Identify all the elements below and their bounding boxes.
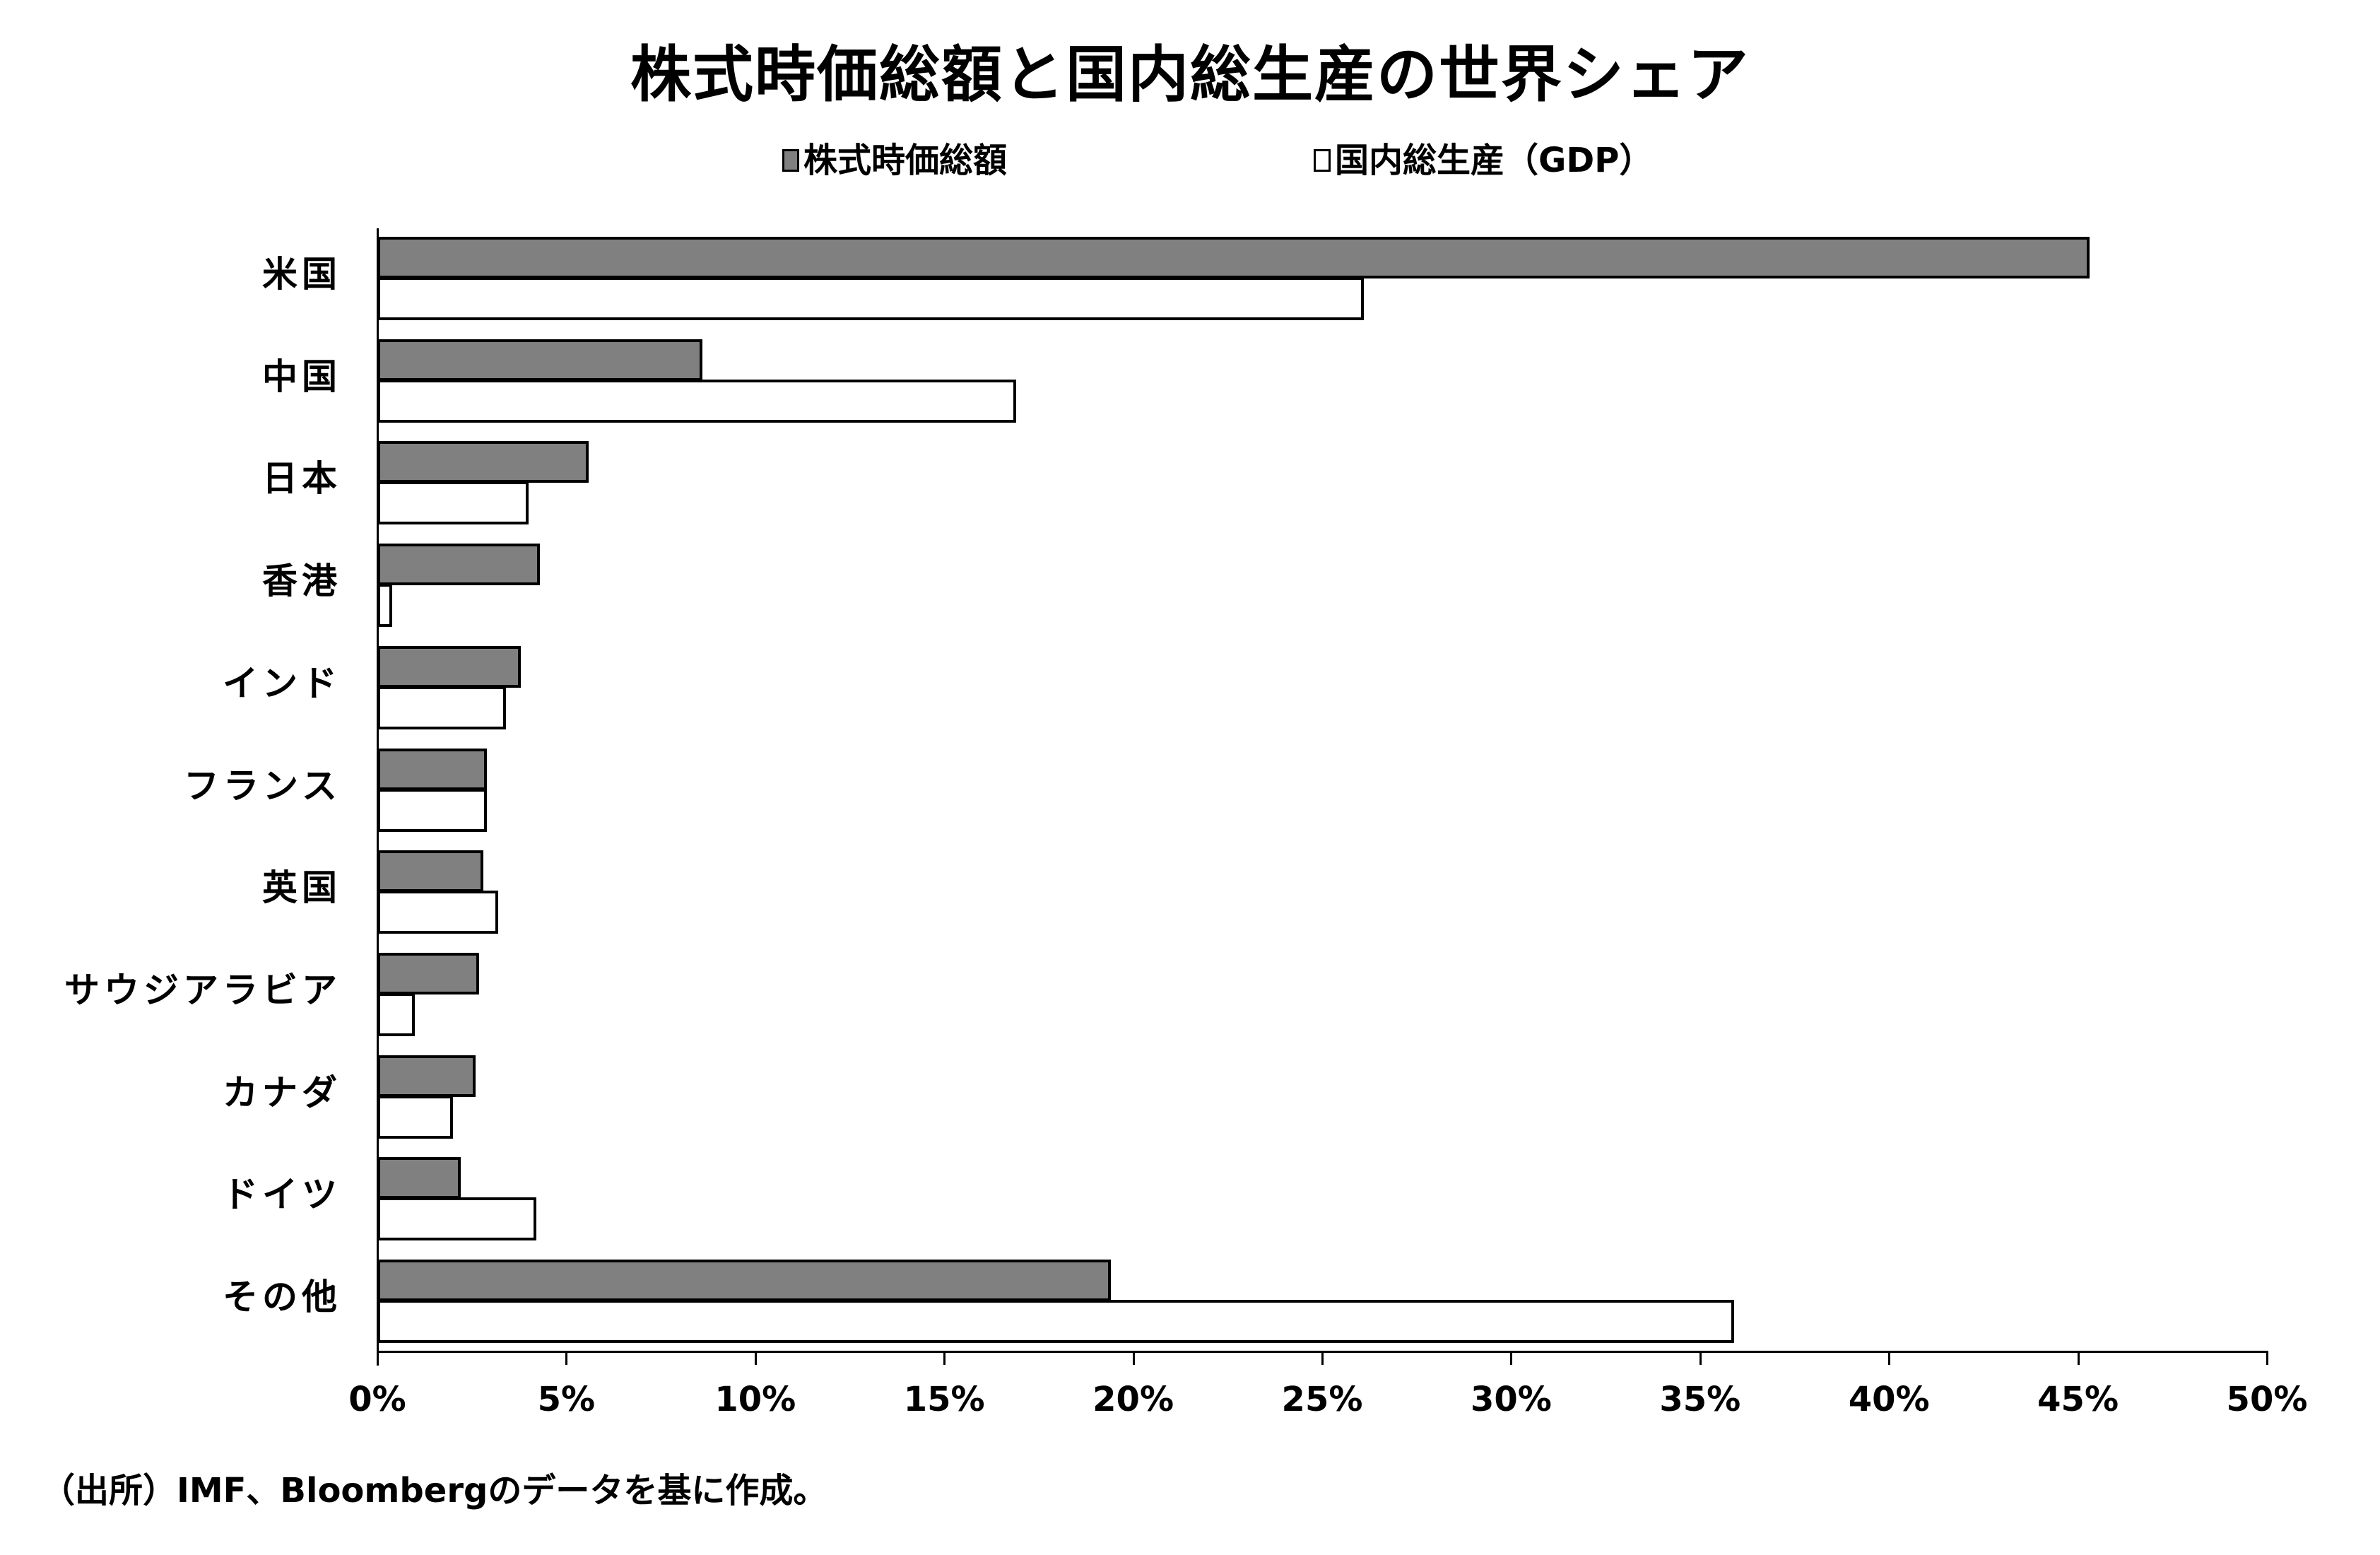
x-tick-label: 30% (1470, 1380, 1552, 1419)
legend-label-market-cap: 株式時価総額 (803, 141, 1008, 180)
category-label: その他 (223, 1277, 341, 1318)
legend-swatch-market-cap (782, 149, 799, 172)
legend-label-gdp: 国内総生産（GDP） (1335, 141, 1654, 180)
x-tick-label: 35% (1659, 1380, 1741, 1419)
x-tick (1510, 1351, 1513, 1365)
x-tick (1888, 1351, 1891, 1365)
x-tick (2077, 1351, 2080, 1365)
bar-market-cap (377, 952, 480, 994)
x-tick-label: 50% (2226, 1380, 2308, 1419)
bar-gdp (377, 277, 1364, 320)
category-label: 中国 (262, 356, 341, 397)
category-label: ドイツ (223, 1174, 341, 1216)
x-tick (2266, 1351, 2268, 1365)
bar-market-cap (377, 645, 522, 688)
category-label: 日本 (262, 458, 341, 500)
category-label: サウジアラビア (64, 969, 341, 1011)
x-tick-label: 0% (348, 1380, 406, 1419)
x-tick-label: 20% (1092, 1380, 1174, 1419)
x-tick (1321, 1351, 1324, 1365)
bar-gdp (377, 686, 506, 729)
bar-market-cap (377, 237, 2090, 278)
category-label: 英国 (262, 867, 341, 909)
x-tick-label: 40% (1848, 1380, 1930, 1419)
category-label: 米国 (262, 254, 341, 295)
bar-market-cap (377, 544, 540, 586)
category-label: インド (223, 662, 341, 704)
bar-gdp (377, 481, 529, 525)
legend-item-market-cap: 株式時価総額 (782, 141, 1007, 180)
bar-gdp (377, 891, 499, 934)
x-tick-label: 5% (537, 1380, 596, 1419)
source-note: （出所）IMF、Bloombergのデータを基に作成。 (41, 1471, 827, 1510)
x-tick-label: 25% (1281, 1380, 1363, 1419)
bar-market-cap (377, 1055, 476, 1097)
bar-gdp (377, 379, 1016, 423)
bar-gdp (377, 584, 393, 628)
x-tick (1132, 1351, 1135, 1365)
bar-gdp (377, 1300, 1734, 1343)
bar-gdp (377, 1095, 453, 1139)
category-label: フランス (184, 765, 341, 806)
bar-market-cap (377, 748, 488, 790)
x-tick-label: 45% (2037, 1380, 2119, 1419)
chart-title: 株式時価総額と国内総生産の世界シェア (630, 40, 1750, 110)
x-tick-label: 10% (714, 1380, 796, 1419)
bar-market-cap (377, 441, 589, 483)
x-tick (565, 1351, 568, 1365)
bar-gdp (377, 788, 488, 832)
x-tick (943, 1351, 946, 1365)
bar-market-cap (377, 1157, 461, 1199)
bar-gdp (377, 1197, 536, 1241)
x-tick (1699, 1351, 1702, 1365)
legend-swatch-gdp (1314, 149, 1331, 172)
legend-item-gdp: 国内総生産（GDP） (1314, 141, 1653, 180)
category-label: 香港 (262, 561, 341, 602)
bar-market-cap (377, 1260, 1111, 1301)
x-tick-label: 15% (903, 1380, 985, 1419)
category-label: カナダ (223, 1072, 341, 1113)
bar-market-cap (377, 850, 483, 893)
x-tick (754, 1351, 757, 1365)
x-tick (377, 1351, 379, 1365)
bar-market-cap (377, 339, 702, 381)
bar-gdp (377, 992, 416, 1036)
